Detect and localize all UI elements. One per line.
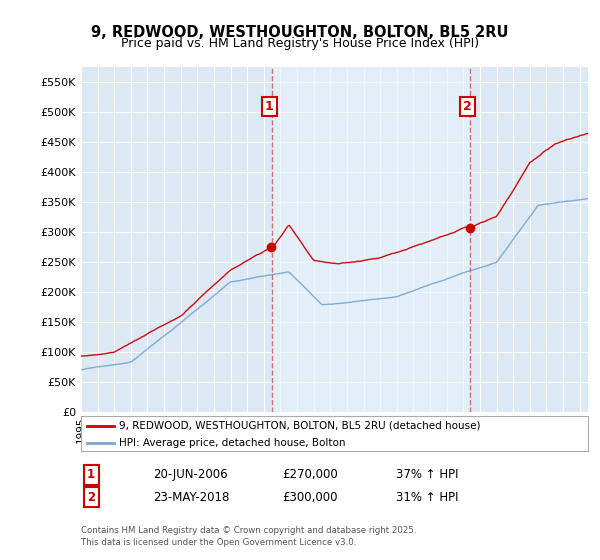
- Text: HPI: Average price, detached house, Bolton: HPI: Average price, detached house, Bolt…: [119, 438, 346, 448]
- Text: 23-MAY-2018: 23-MAY-2018: [153, 491, 229, 504]
- Text: 2: 2: [87, 491, 95, 504]
- Text: £270,000: £270,000: [282, 468, 338, 482]
- Text: 1: 1: [265, 100, 274, 113]
- Text: 1: 1: [87, 468, 95, 482]
- Text: Price paid vs. HM Land Registry's House Price Index (HPI): Price paid vs. HM Land Registry's House …: [121, 37, 479, 50]
- Bar: [272, 67, 470, 412]
- Text: 20-JUN-2006: 20-JUN-2006: [153, 468, 227, 482]
- Text: 31% ↑ HPI: 31% ↑ HPI: [396, 491, 458, 504]
- Text: 9, REDWOOD, WESTHOUGHTON, BOLTON, BL5 2RU: 9, REDWOOD, WESTHOUGHTON, BOLTON, BL5 2R…: [91, 25, 509, 40]
- Text: £300,000: £300,000: [282, 491, 337, 504]
- Text: 37% ↑ HPI: 37% ↑ HPI: [396, 468, 458, 482]
- Text: 9, REDWOOD, WESTHOUGHTON, BOLTON, BL5 2RU (detached house): 9, REDWOOD, WESTHOUGHTON, BOLTON, BL5 2R…: [119, 421, 481, 431]
- Text: 2: 2: [463, 100, 472, 113]
- Text: Contains HM Land Registry data © Crown copyright and database right 2025.
This d: Contains HM Land Registry data © Crown c…: [81, 526, 416, 547]
